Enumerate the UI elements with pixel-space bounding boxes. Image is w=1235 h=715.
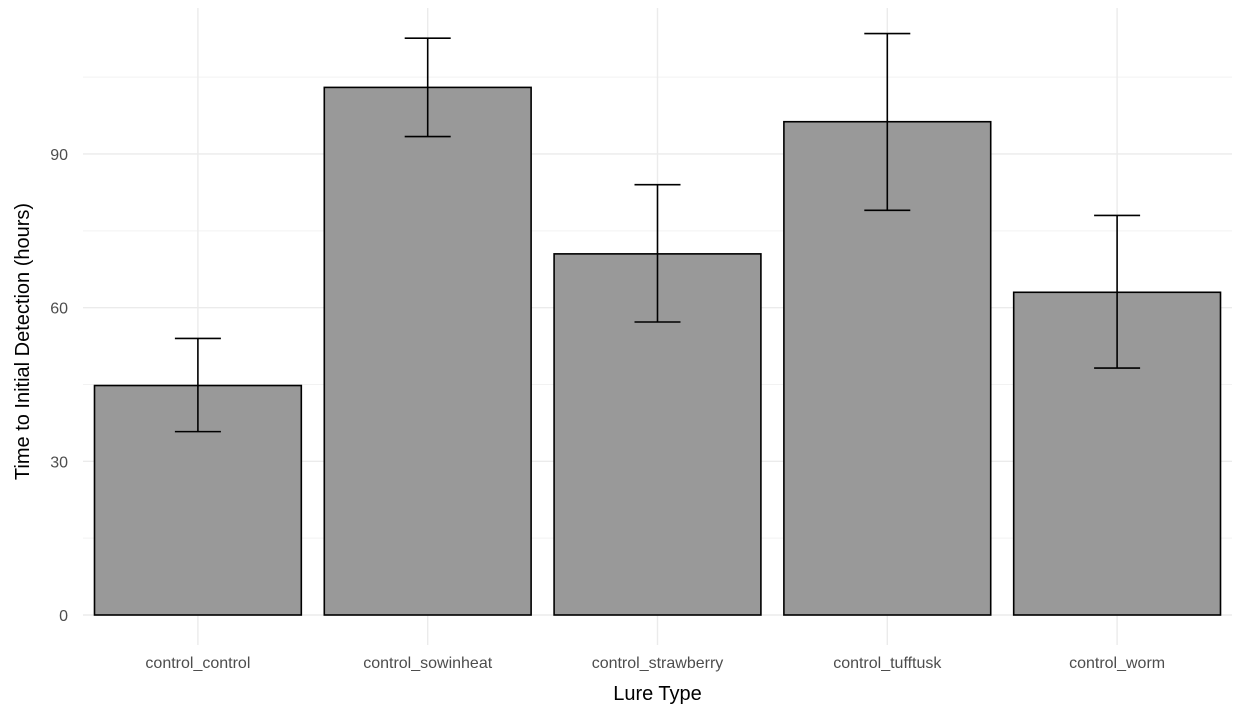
- x-tick-label: control_tufftusk: [833, 655, 942, 672]
- y-tick-label: 90: [50, 147, 68, 164]
- error-bar-control_tufftusk: [864, 32, 911, 212]
- error-bars: [174, 32, 1141, 433]
- bar-control_sowinheat: [323, 86, 532, 616]
- y-tick-label: 0: [59, 608, 68, 625]
- y-tick-label: 30: [50, 454, 68, 471]
- x-axis-title: Lure Type: [613, 683, 702, 705]
- x-tick-label: control_control: [145, 655, 250, 672]
- error-bar-control_control: [174, 337, 221, 433]
- x-tick-label: control_sowinheat: [363, 655, 493, 672]
- x-tick-label: control_worm: [1069, 655, 1165, 672]
- error-bar-control_sowinheat: [404, 37, 451, 138]
- error-bar-control_worm: [1094, 214, 1141, 369]
- x-tick-label: control_strawberry: [592, 655, 724, 672]
- y-axis-ticks: 0 30 60 90: [50, 147, 68, 625]
- y-tick-label: 60: [50, 301, 68, 318]
- error-bar-control_strawberry: [634, 183, 681, 323]
- y-axis-title: Time to Initial Detection (hours): [12, 203, 34, 480]
- x-axis-ticks: control_control control_sowinheat control_…: [145, 655, 1165, 672]
